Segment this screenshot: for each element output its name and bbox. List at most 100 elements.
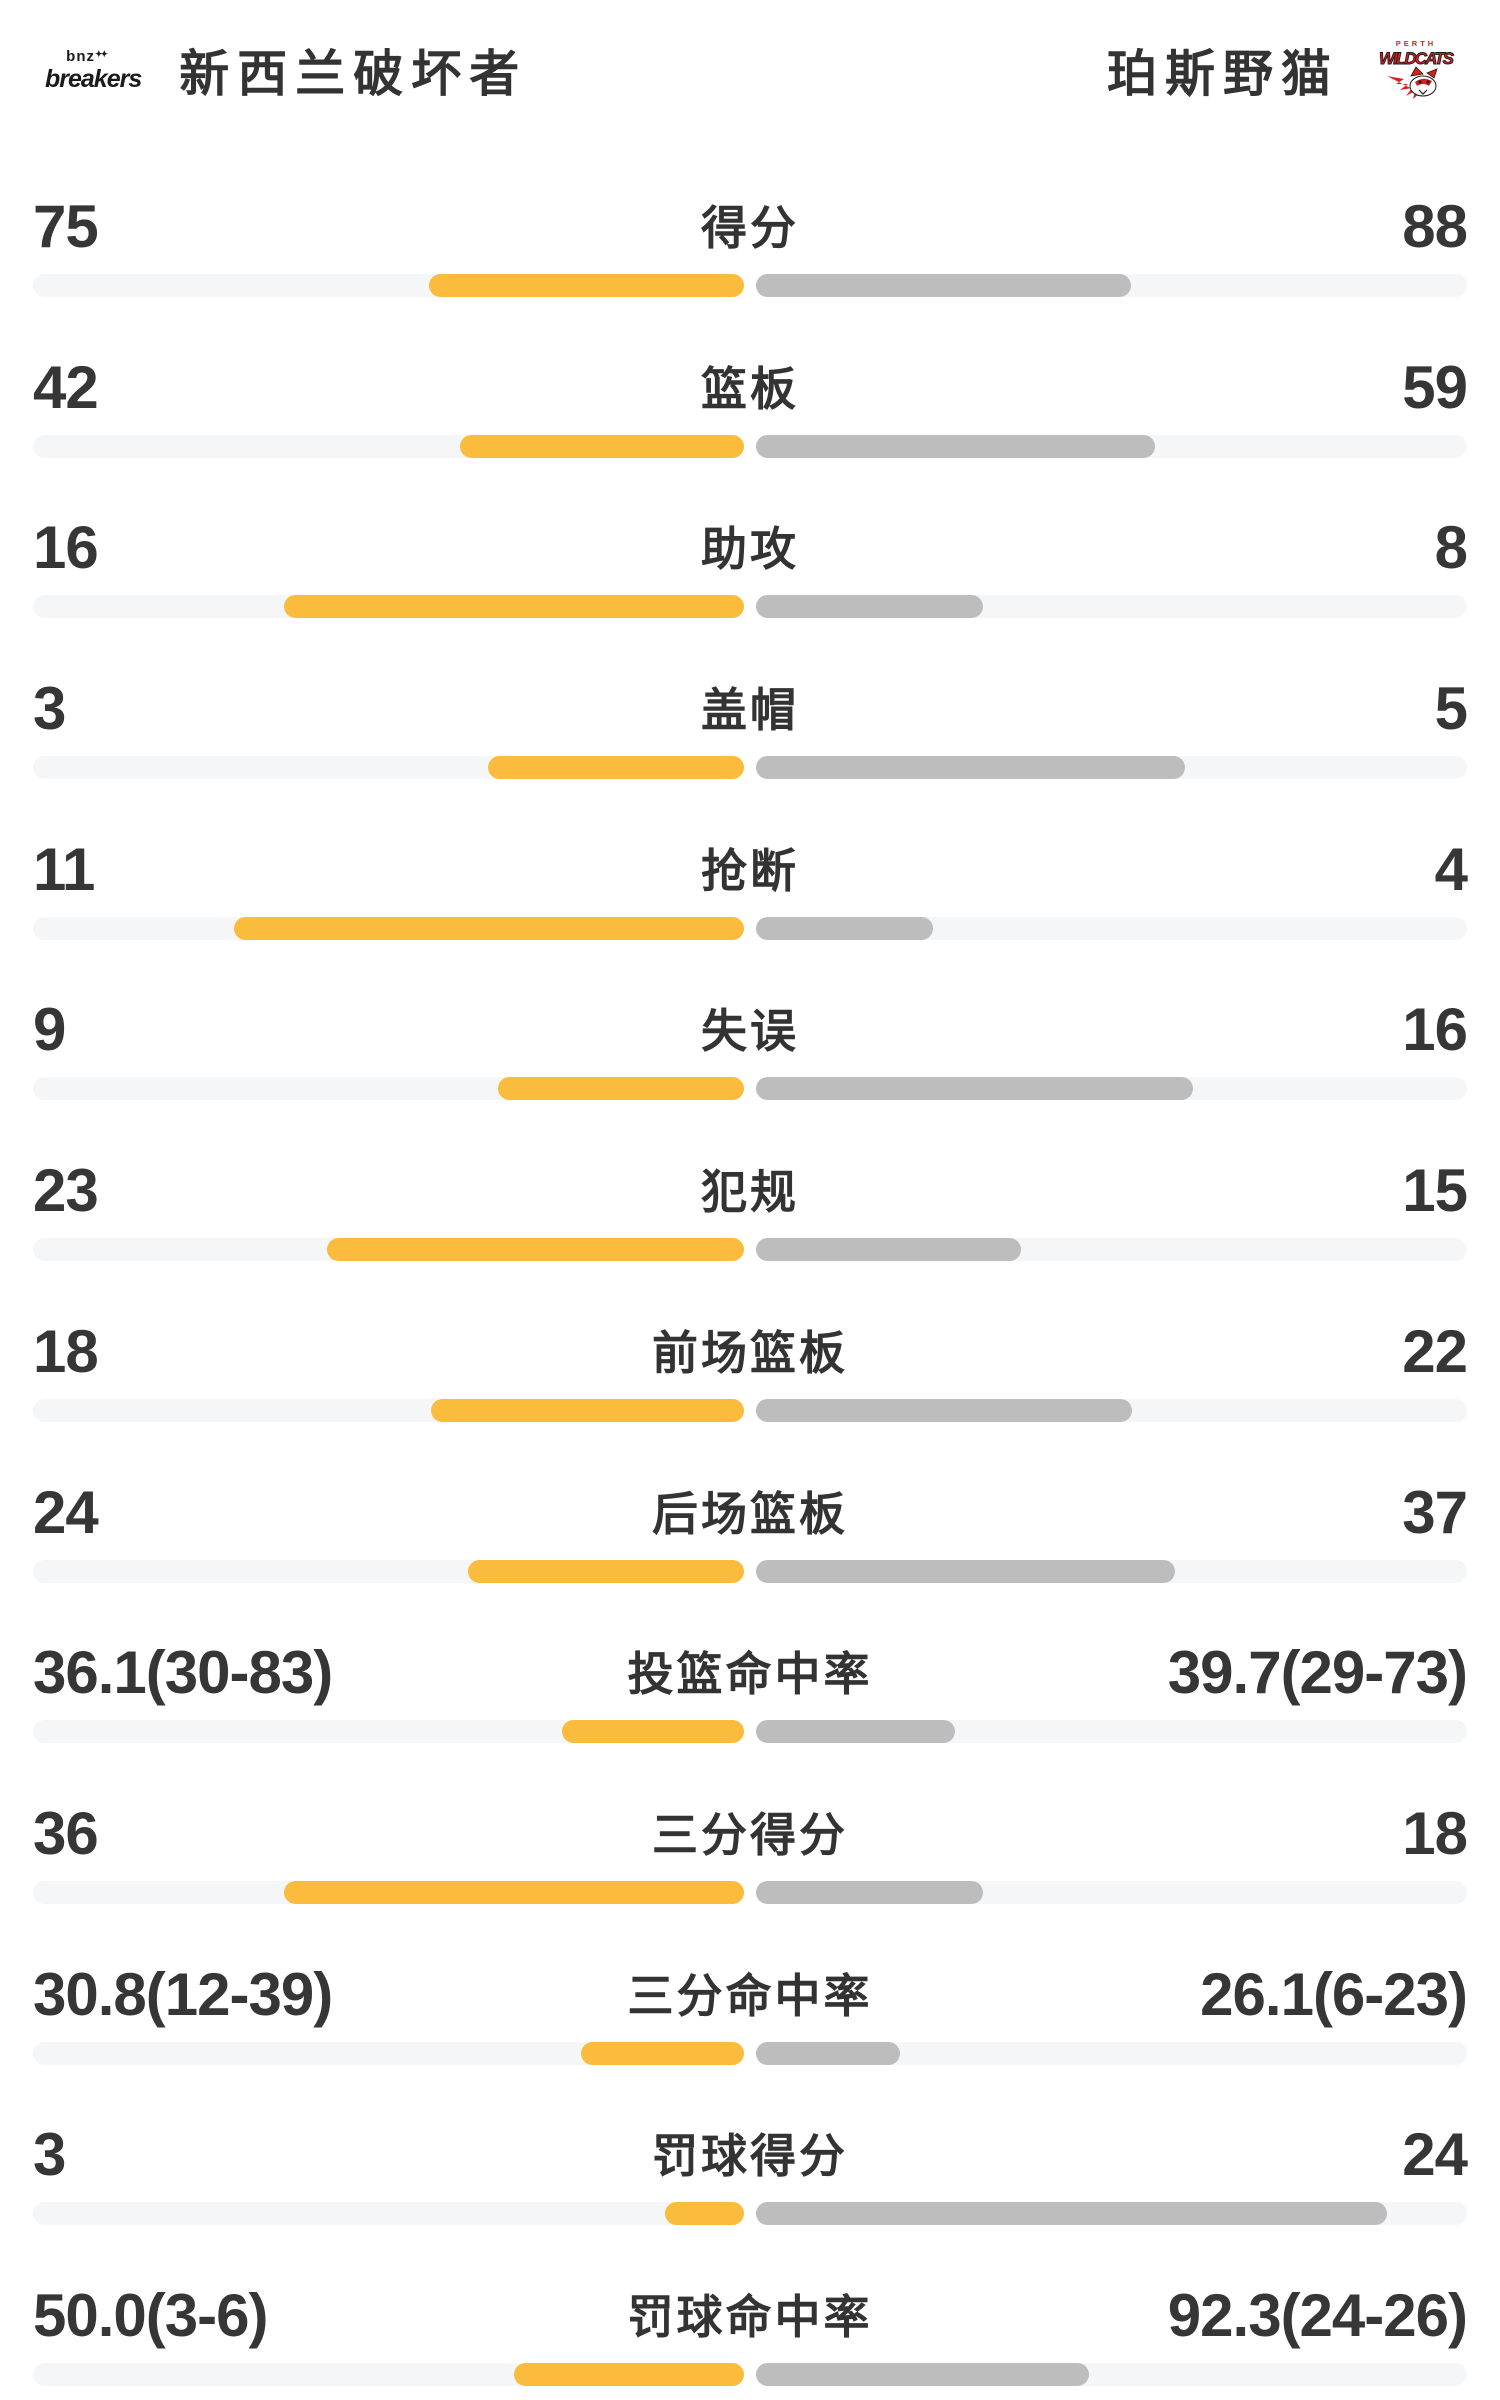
stat-row: 50.0(3-6) 罚球命中率 92.3(24-26) <box>33 2279 1468 2400</box>
away-value: 18 <box>1402 1799 1468 1867</box>
stat-row: 18 前场篮板 22 <box>33 1315 1468 1476</box>
stat-row: 36 三分得分 18 <box>33 1797 1468 1958</box>
home-bar-track <box>33 916 744 940</box>
home-value: 30.8(12-39) <box>33 1960 333 2028</box>
stat-row: 36.1(30-83) 投篮命中率 39.7(29-73) <box>33 1636 1468 1797</box>
stat-row-bars <box>33 1720 1467 1744</box>
stat-row-bars <box>33 434 1467 458</box>
away-bar <box>756 1559 1175 1583</box>
away-value: 92.3(24-26) <box>1167 2281 1468 2349</box>
away-bar <box>756 434 1155 458</box>
home-bar <box>514 2362 744 2386</box>
away-bar-track <box>756 1720 1467 1744</box>
stat-label: 罚球命中率 <box>627 2290 873 2343</box>
home-bar-track <box>33 2041 744 2065</box>
away-bar <box>756 1720 956 1744</box>
home-bar-track <box>33 2202 744 2226</box>
wildcats-logo: PERTH WILDCATS <box>1379 39 1455 99</box>
stat-row-bars <box>33 916 1467 940</box>
stat-label: 盖帽 <box>701 684 799 737</box>
away-team-header[interactable]: 珀斯野猫 PERTH WILDCATS <box>1107 34 1455 106</box>
home-bar-track <box>33 1077 744 1101</box>
stat-row-values: 16 助攻 8 <box>33 511 1468 585</box>
stat-row-bars <box>33 2041 1467 2065</box>
home-bar-track <box>33 1398 744 1422</box>
away-bar <box>756 1238 1022 1262</box>
stat-row: 24 后场篮板 37 <box>33 1476 1468 1637</box>
home-bar <box>234 916 744 940</box>
home-team-name: 新西兰破坏者 <box>179 46 528 102</box>
away-bar <box>756 1398 1133 1422</box>
stat-row: 11 抢断 4 <box>33 833 1468 994</box>
away-bar-track <box>756 595 1467 619</box>
stat-label: 前场篮板 <box>652 1326 848 1379</box>
stat-row: 30.8(12-39) 三分命中率 26.1(6-23) <box>33 1958 1468 2119</box>
home-bar <box>431 1398 744 1422</box>
home-bar <box>283 1880 744 1904</box>
stat-row: 3 盖帽 5 <box>33 672 1468 833</box>
away-bar-track <box>756 1880 1467 1904</box>
away-bar-track <box>756 2041 1467 2065</box>
breakers-logo: bnz✦✦ breakers <box>45 47 142 92</box>
stat-row-values: 23 犯规 15 <box>33 1154 1468 1228</box>
away-value: 88 <box>1402 193 1468 260</box>
stat-label: 得分 <box>701 202 799 254</box>
away-bar-track <box>756 1077 1467 1101</box>
stat-row-bars <box>33 1880 1467 1904</box>
home-bar-track <box>33 274 744 297</box>
stat-row-bars <box>33 274 1467 297</box>
stat-row: 75 得分 88 <box>33 190 1468 351</box>
stat-row-values: 36 三分得分 18 <box>33 1797 1468 1871</box>
stat-row: 42 篮板 59 <box>33 351 1468 512</box>
home-value: 36 <box>33 1799 99 1867</box>
home-value: 24 <box>33 1478 99 1546</box>
stat-row-bars <box>33 1398 1467 1422</box>
away-bar <box>756 1077 1194 1101</box>
away-value: 39.7(29-73) <box>1167 1639 1468 1707</box>
away-bar-track <box>756 2362 1467 2386</box>
away-bar <box>756 595 983 619</box>
stat-label: 篮板 <box>701 362 799 415</box>
home-value: 23 <box>33 1157 99 1225</box>
home-team-header[interactable]: bnz✦✦ breakers 新西兰破坏者 <box>45 34 527 106</box>
stat-row-bars <box>33 2362 1467 2386</box>
away-bar-track <box>756 1559 1467 1583</box>
stat-row: 23 犯规 15 <box>33 1154 1468 1315</box>
wildcats-logo-wordmark: WILDCATS <box>1379 49 1455 68</box>
home-bar-track <box>33 1238 744 1262</box>
stat-row-bars <box>33 756 1467 780</box>
stat-label: 罚球得分 <box>652 2130 848 2183</box>
stat-row-bars <box>33 1238 1467 1262</box>
away-value: 37 <box>1402 1478 1468 1546</box>
stat-row-values: 30.8(12-39) 三分命中率 26.1(6-23) <box>33 1958 1468 2032</box>
home-value: 11 <box>33 835 95 903</box>
home-bar-track <box>33 2362 744 2386</box>
home-value: 3 <box>33 675 66 743</box>
away-value: 4 <box>1434 835 1468 903</box>
stat-label: 后场篮板 <box>652 1487 848 1540</box>
away-bar <box>756 274 1132 297</box>
away-bar <box>756 756 1186 780</box>
away-bar <box>756 1880 983 1904</box>
home-bar <box>665 2202 744 2226</box>
stat-row-values: 36.1(30-83) 投篮命中率 39.7(29-73) <box>33 1636 1468 1710</box>
home-bar-track <box>33 1880 744 1904</box>
stat-row-bars <box>33 2202 1467 2226</box>
away-bar <box>756 2362 1089 2386</box>
stat-row-values: 18 前场篮板 22 <box>33 1315 1468 1389</box>
match-header: bnz✦✦ breakers 新西兰破坏者 珀斯野猫 PERTH WILDCAT… <box>45 28 1455 112</box>
stat-label: 犯规 <box>701 1166 799 1219</box>
home-value: 3 <box>33 2121 66 2189</box>
stat-row-values: 24 后场篮板 37 <box>33 1476 1468 1550</box>
stat-label: 投篮命中率 <box>627 1648 873 1701</box>
stat-row: 3 罚球得分 24 <box>33 2118 1468 2279</box>
stats-list: 75 得分 88 42 篮板 59 <box>33 190 1468 2400</box>
breakers-logo-bnz-text: bnz✦✦ <box>66 47 108 65</box>
away-bar-track <box>756 274 1467 297</box>
stat-label: 抢断 <box>701 844 799 897</box>
away-bar-track <box>756 434 1467 458</box>
home-bar <box>581 2041 744 2065</box>
home-bar-track <box>33 756 744 780</box>
away-value: 5 <box>1434 675 1468 743</box>
home-value: 16 <box>33 514 99 582</box>
